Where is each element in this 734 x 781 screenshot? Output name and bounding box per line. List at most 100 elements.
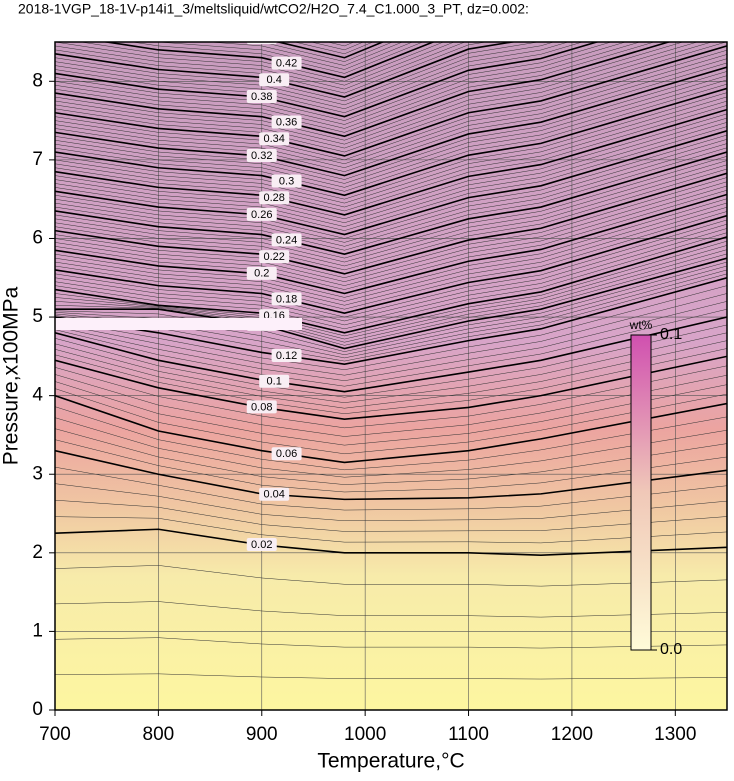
- minor-contour: [55, 62, 727, 172]
- minor-contour: [55, 332, 727, 403]
- contour-label-group: 0.06: [271, 447, 302, 461]
- plot-area: 0.020.040.060.080.10.120.140.160.180.20.…: [55, 15, 727, 710]
- minor-contour: [55, 42, 488, 94]
- minor-contour: [55, 164, 727, 267]
- minor-contour: [55, 42, 684, 141]
- minor-contour: [55, 261, 727, 352]
- minor-contour: [55, 122, 727, 227]
- minor-contour: [55, 206, 727, 306]
- minor-contour: [55, 42, 699, 145]
- contour-label: 0.28: [263, 192, 284, 204]
- y-tick-label: 3: [32, 463, 43, 484]
- x-tick-label: 900: [246, 724, 278, 745]
- minor-contour: [55, 365, 727, 429]
- contour-label-bg: [259, 487, 290, 501]
- contour-label-bg: [246, 266, 277, 280]
- contour-label-bg: [259, 132, 290, 146]
- minor-contour: [55, 285, 727, 370]
- minor-contour: [55, 198, 727, 298]
- minor-contour: [55, 466, 727, 511]
- minor-contour: [55, 388, 727, 455]
- contour-label: 0.32: [251, 150, 272, 162]
- contour-label: 0.12: [276, 350, 297, 362]
- contour-line: [55, 151, 727, 256]
- minor-contour: [55, 219, 727, 318]
- contour-label: 0.1: [267, 376, 282, 388]
- minor-contour: [55, 113, 727, 220]
- contour-label-bg: [271, 348, 302, 362]
- minor-contour: [55, 42, 540, 102]
- contour-label-group: 0.04: [259, 487, 290, 501]
- minor-contour: [55, 211, 727, 310]
- minor-contour: [55, 249, 727, 343]
- minor-contour: [55, 71, 727, 180]
- plot-background: [55, 42, 727, 710]
- minor-contour: [55, 49, 727, 161]
- minor-contour: [55, 42, 612, 121]
- minor-contour: [55, 42, 555, 106]
- contour-label-group: 0.24: [271, 233, 302, 247]
- contour-line: [55, 236, 727, 334]
- contour-label-bg: [271, 233, 302, 247]
- contour-label-group: 0.02: [246, 537, 277, 551]
- minor-contour: [55, 126, 727, 231]
- contour-line: [55, 193, 727, 295]
- contour-label: 0.46: [263, 15, 284, 27]
- contour-label-group: 0.32: [246, 148, 277, 162]
- contour-label-group: 0.28: [259, 191, 290, 205]
- contour-label-group: 0.22: [259, 250, 290, 264]
- contour-line: [55, 172, 727, 275]
- contour-label: 0.38: [251, 91, 272, 103]
- contour-label-bg: [246, 90, 277, 104]
- x-tick-label: 1000: [344, 724, 386, 745]
- minor-contour: [55, 83, 727, 192]
- x-tick-label: 1300: [654, 724, 696, 745]
- minor-contour: [55, 58, 727, 169]
- minor-contour: [55, 79, 727, 188]
- minor-contour: [55, 42, 584, 113]
- contour-label-bg: [271, 174, 302, 188]
- contour-label-group: 0.36: [271, 115, 302, 129]
- minor-contour: [258, 42, 394, 62]
- contour-line: [55, 214, 727, 314]
- minor-contour: [55, 245, 727, 340]
- contour-label: 0.08: [251, 401, 272, 413]
- blank-band: [55, 318, 302, 330]
- contour-label: 0.06: [276, 448, 297, 460]
- minor-contour: [55, 516, 727, 544]
- minor-contour: [55, 601, 727, 618]
- x-tick-label: 800: [143, 724, 175, 745]
- minor-contour: [55, 143, 727, 247]
- minor-contour: [55, 42, 627, 125]
- minor-contour: [130, 42, 424, 74]
- minor-contour: [55, 42, 713, 149]
- y-tick-label: 6: [32, 227, 43, 248]
- y-tick-label: 0: [32, 699, 43, 720]
- minor-contour: [55, 181, 727, 282]
- contour-line: [55, 394, 727, 464]
- contour-label-bg: [246, 400, 277, 414]
- minor-contour: [55, 406, 727, 471]
- minor-contour: [55, 189, 727, 290]
- contour-label-group: 0.38: [246, 90, 277, 104]
- minor-contour: [55, 439, 727, 493]
- colorbar-tick-label: 0.0: [660, 641, 682, 658]
- y-tick-label: 8: [32, 70, 43, 91]
- contour-line: [55, 316, 727, 393]
- x-tick-label: 700: [39, 724, 71, 745]
- contour-line: [55, 108, 727, 216]
- minor-contour: [55, 42, 641, 129]
- contour-label: 0.44: [251, 32, 272, 44]
- minor-contour: [55, 483, 727, 522]
- minor-contour: [55, 105, 727, 212]
- contour-label-bg: [271, 447, 302, 461]
- minor-contour: [326, 42, 355, 47]
- contour-label: 0.22: [263, 251, 284, 263]
- minor-contour: [55, 381, 727, 446]
- contour-label-bg: [259, 73, 290, 87]
- contour-line: [55, 42, 672, 138]
- y-tick-label: 1: [32, 620, 43, 641]
- minor-contour: [55, 75, 727, 184]
- y-tick-label: 5: [32, 306, 43, 327]
